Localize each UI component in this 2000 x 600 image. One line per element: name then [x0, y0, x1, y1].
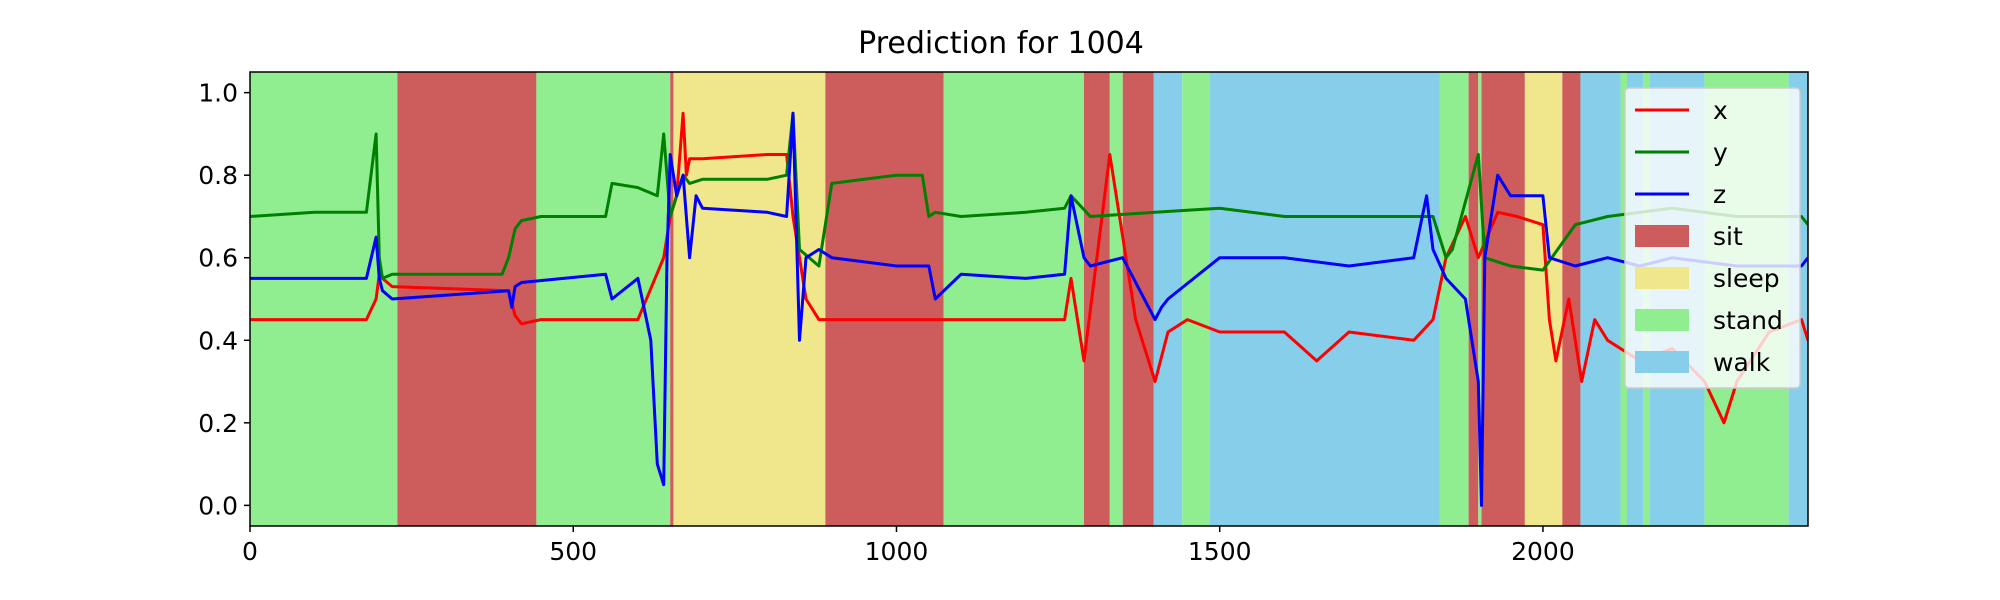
y-tick-label: 1.0 [198, 79, 238, 108]
x-axis: 0 500 1000 1500 2000 [242, 526, 1575, 566]
legend-label: sit [1713, 222, 1743, 251]
x-tick-label: 2000 [1511, 537, 1575, 566]
region-sit [1468, 72, 1479, 526]
region-sit [1562, 72, 1581, 526]
x-tick-label: 500 [549, 537, 597, 566]
region-stand [536, 72, 671, 526]
region-sit [825, 72, 944, 526]
region-stand [1478, 72, 1482, 526]
region-stand [250, 72, 398, 526]
plot-frame [249, 71, 1809, 527]
legend-label: y [1713, 138, 1728, 167]
region-sleep [673, 72, 826, 526]
region-stand [943, 72, 1084, 526]
region-stand [1182, 72, 1211, 526]
legend-swatch-sit [1635, 225, 1689, 247]
data-series [250, 111, 1808, 507]
legend: xyz sit sleep stand walk [1624, 87, 1801, 389]
series-z-line [250, 111, 1808, 507]
legend-swatch-walk [1635, 351, 1689, 373]
y-tick-label: 0.6 [198, 244, 238, 273]
x-tick-label: 1500 [1188, 537, 1252, 566]
region-sit [670, 72, 674, 526]
region-sit [397, 72, 537, 526]
legend-label: z [1713, 180, 1726, 209]
y-tick-label: 0.0 [198, 491, 238, 520]
region-stand [1620, 72, 1627, 526]
legend-label: x [1713, 96, 1728, 125]
series-y-line [250, 111, 1808, 280]
x-tick-label: 1000 [865, 537, 929, 566]
y-tick-label: 0.8 [198, 161, 238, 190]
series-x-line [250, 111, 1808, 425]
region-sit [1083, 72, 1110, 526]
y-tick-label: 0.2 [198, 409, 238, 438]
legend-swatch-sleep [1635, 267, 1689, 289]
region-walk [1580, 72, 1621, 526]
region-sit [1122, 72, 1154, 526]
legend-label: walk [1713, 348, 1771, 377]
y-axis: 0.0 0.2 0.4 0.6 0.8 1.0 [198, 79, 250, 520]
legend-label: sleep [1713, 264, 1780, 293]
x-tick-label: 0 [242, 537, 258, 566]
region-stand [1109, 72, 1123, 526]
chart-title: Prediction for 1004 [858, 26, 1144, 61]
background-regions [250, 72, 1808, 526]
legend-swatch-stand [1635, 309, 1689, 331]
region-sit [1481, 72, 1525, 526]
legend-label: stand [1713, 306, 1783, 335]
region-sleep [1524, 72, 1563, 526]
region-walk [1210, 72, 1440, 526]
y-tick-label: 0.4 [198, 326, 238, 355]
